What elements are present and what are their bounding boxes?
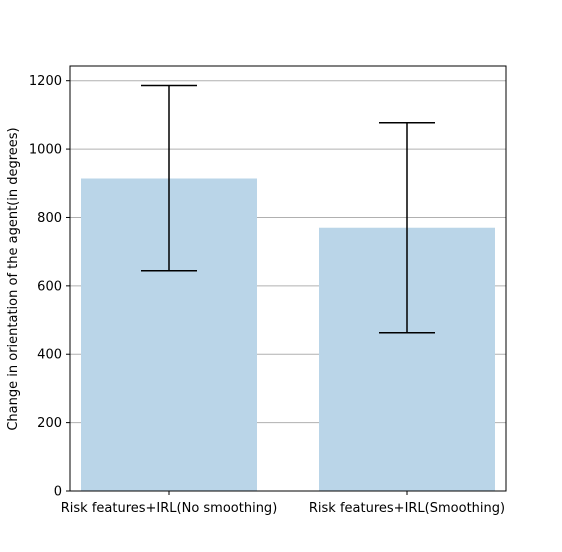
y-tick-label: 200: [37, 416, 62, 431]
y-tick-label: 1000: [29, 143, 62, 158]
y-tick-label: 600: [37, 279, 62, 294]
y-axis-label: Change in orientation of the agent(in de…: [6, 127, 21, 430]
error-bars: [141, 84, 435, 334]
y-tick-label: 400: [37, 348, 62, 363]
y-tick-label: 0: [54, 485, 62, 500]
plot-frame: [69, 65, 507, 492]
x-tick-label: Risk features+IRL(No smoothing): [61, 501, 278, 516]
y-tick-label: 800: [37, 211, 62, 226]
x-tick-label: Risk features+IRL(Smoothing): [309, 501, 505, 516]
y-tick-label: 1200: [29, 74, 62, 89]
axis-ticks: 0 200 400 600 800 1000 1200 Risk features+IRL(N…: [29, 74, 505, 516]
bars: [81, 178, 495, 492]
